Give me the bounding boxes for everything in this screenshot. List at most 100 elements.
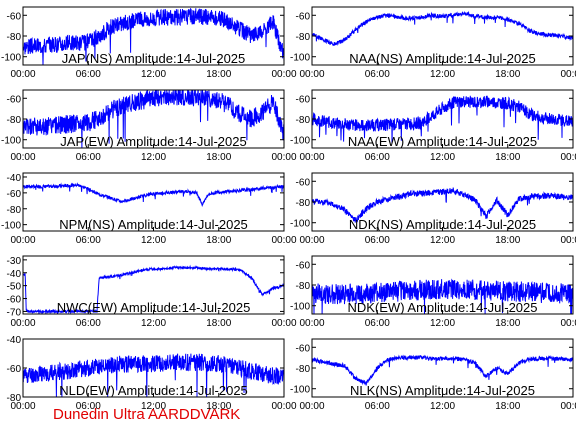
chart-panel-6: -60 -80 -100 00:00 06:00 12:00 18:00 00:00 NDK(N… <box>290 172 576 246</box>
x-tick-label: 00:00 <box>271 235 296 246</box>
x-tick-label: 00:00 <box>10 69 35 80</box>
chart-panel-10: -60 -80 -100 00:00 06:00 12:00 18:00 00:00 NLK(N… <box>290 338 576 412</box>
signal-trace <box>22 8 285 66</box>
chart-title: JAP(EW) Amplitude:14-Jul-2025 <box>60 134 246 149</box>
y-tick-label: -80 <box>296 198 311 209</box>
signal-trace <box>311 278 574 315</box>
x-tick-label: 18:00 <box>495 69 520 80</box>
x-tick-label: 06:00 <box>365 69 390 80</box>
x-tick-label: 06:00 <box>76 69 101 80</box>
x-tick-label: 18:00 <box>495 152 520 163</box>
y-tick-label: -70 <box>7 307 22 318</box>
x-tick-label: 12:00 <box>430 69 455 80</box>
y-tick-label: -80 <box>7 115 22 126</box>
y-tick-label: -60 <box>7 189 22 200</box>
y-tick-label: -100 <box>290 302 310 313</box>
chart-title: NAA(EW) Amplitude:14-Jul-2025 <box>348 134 537 149</box>
x-tick-label: 18:00 <box>206 235 231 246</box>
x-tick-label: 00:00 <box>560 235 576 246</box>
x-tick-label: 00:00 <box>10 152 35 163</box>
signal-trace <box>311 10 574 47</box>
chart-panel-8: -60 -80 -100 00:00 06:00 12:00 18:00 00:00 NDK(E… <box>290 255 576 329</box>
y-tick-label: -60 <box>296 260 311 271</box>
y-tick-label: -100 <box>1 136 21 147</box>
chart-title: NWC(EW) Amplitude:14-Jul-2025 <box>57 300 251 315</box>
x-tick-label: 00:00 <box>299 235 324 246</box>
x-tick-label: 18:00 <box>495 235 520 246</box>
x-tick-label: 06:00 <box>365 235 390 246</box>
x-tick-label: 00:00 <box>299 69 324 80</box>
y-tick-label: -80 <box>7 205 22 216</box>
y-tick-label: -60 <box>296 11 311 22</box>
y-tick-label: -100 <box>1 53 21 64</box>
x-tick-label: 18:00 <box>206 318 231 329</box>
y-tick-label: -60 <box>7 295 22 306</box>
y-tick-label: -80 <box>296 364 311 375</box>
x-tick-label: 00:00 <box>299 401 324 412</box>
x-tick-label: 06:00 <box>365 401 390 412</box>
x-tick-label: 12:00 <box>430 318 455 329</box>
signal-trace <box>22 89 285 149</box>
y-tick-label: -40 <box>7 335 22 346</box>
x-tick-label: 00:00 <box>560 318 576 329</box>
x-tick-label: 00:00 <box>10 235 35 246</box>
chart-title: NAA(NS) Amplitude:14-Jul-2025 <box>349 51 535 66</box>
x-tick-label: 18:00 <box>495 401 520 412</box>
y-tick-label: -100 <box>290 53 310 64</box>
x-tick-label: 00:00 <box>271 318 296 329</box>
y-tick-label: -100 <box>290 385 310 396</box>
x-tick-label: 06:00 <box>76 318 101 329</box>
chart-title: JAP(NS) Amplitude:14-Jul-2025 <box>62 51 246 66</box>
y-tick-label: -60 <box>7 94 22 105</box>
chart-title: NDK(NS) Amplitude:14-Jul-2025 <box>349 217 536 232</box>
y-tick-label: -60 <box>296 177 311 188</box>
x-tick-label: 12:00 <box>430 152 455 163</box>
signal-trace <box>311 95 574 144</box>
chart-panel-4: -60 -80 -100 00:00 06:00 12:00 18:00 00:00 NAA(E… <box>290 89 576 163</box>
chart-panel-2: -60 -80 -100 00:00 06:00 12:00 18:00 00:00 NAA(N… <box>290 6 576 80</box>
y-tick-label: -60 <box>7 364 22 375</box>
chart-panel-1: -60 -80 -100 00:00 06:00 12:00 18:00 00:00 JAP(N… <box>1 6 297 80</box>
y-tick-label: -60 <box>296 94 311 105</box>
y-tick-label: -100 <box>290 219 310 230</box>
chart-title: NLD(EW) Amplitude:14-Jul-2025 <box>59 383 248 398</box>
y-tick-label: -60 <box>296 343 311 354</box>
y-tick-label: -80 <box>7 32 22 43</box>
x-tick-label: 18:00 <box>495 318 520 329</box>
chart-panel-5: -40 -60 -80 -100 00:00 06:00 12:00 18:00 00:00 NP… <box>1 172 297 246</box>
y-tick-label: -50 <box>7 282 22 293</box>
x-tick-label: 12:00 <box>430 235 455 246</box>
x-tick-label: 00:00 <box>299 152 324 163</box>
signal-trace <box>22 264 285 315</box>
signal-trace <box>311 187 574 224</box>
signal-trace <box>22 353 285 398</box>
x-tick-label: 00:00 <box>299 318 324 329</box>
y-tick-label: -40 <box>7 173 22 184</box>
chart-title: NPM(NS) Amplitude:14-Jul-2025 <box>59 217 248 232</box>
x-tick-label: 00:00 <box>560 152 576 163</box>
y-tick-label: -60 <box>7 11 22 22</box>
x-tick-label: 12:00 <box>141 69 166 80</box>
x-tick-label: 00:00 <box>271 401 296 412</box>
x-tick-label: 06:00 <box>365 318 390 329</box>
x-tick-label: 12:00 <box>141 318 166 329</box>
x-tick-label: 12:00 <box>430 401 455 412</box>
y-tick-label: -40 <box>7 269 22 280</box>
x-tick-label: 12:00 <box>141 401 166 412</box>
x-tick-label: 12:00 <box>141 235 166 246</box>
y-tick-label: -80 <box>296 281 311 292</box>
y-tick-label: -100 <box>290 136 310 147</box>
x-tick-label: 18:00 <box>206 152 231 163</box>
y-tick-label: -100 <box>1 221 21 232</box>
x-tick-label: 06:00 <box>76 152 101 163</box>
chart-title: NDK(EW) Amplitude:14-Jul-2025 <box>347 300 537 315</box>
signal-trace <box>22 182 285 207</box>
x-tick-label: 06:00 <box>76 401 101 412</box>
y-tick-label: -80 <box>7 393 22 404</box>
x-tick-label: 00:00 <box>271 69 296 80</box>
x-tick-label: 00:00 <box>10 401 35 412</box>
y-tick-label: -80 <box>296 115 311 126</box>
